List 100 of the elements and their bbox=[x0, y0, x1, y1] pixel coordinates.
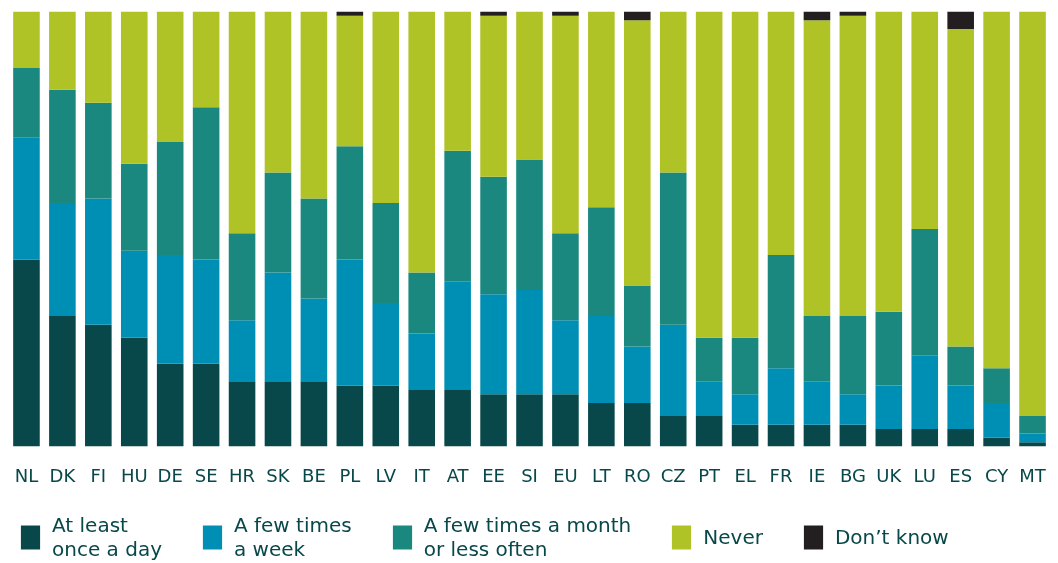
bar bbox=[803, 381, 831, 425]
bar bbox=[695, 416, 723, 447]
bar bbox=[228, 11, 256, 234]
bar bbox=[839, 424, 867, 447]
bar bbox=[659, 172, 687, 325]
bar bbox=[228, 320, 256, 382]
bar bbox=[264, 11, 292, 173]
bar bbox=[300, 11, 328, 199]
bar bbox=[911, 355, 939, 430]
bar bbox=[911, 11, 939, 229]
bar bbox=[803, 11, 831, 21]
x-tick-label: RO bbox=[623, 464, 651, 486]
bar bbox=[120, 163, 148, 251]
x-tick-label: NL bbox=[14, 464, 39, 486]
bar bbox=[408, 389, 435, 447]
x-tick-label: LV bbox=[375, 464, 397, 486]
bar bbox=[983, 368, 1010, 403]
bar bbox=[983, 437, 1010, 447]
bar bbox=[49, 316, 76, 447]
x-tick-label: DK bbox=[49, 464, 77, 486]
bar bbox=[444, 150, 471, 282]
bar bbox=[839, 15, 867, 316]
bar bbox=[947, 429, 974, 447]
x-tick-label: EU bbox=[553, 464, 578, 486]
x-tick-label: ES bbox=[949, 464, 973, 486]
x-tick-label: IE bbox=[808, 464, 826, 486]
bar bbox=[947, 11, 974, 29]
bar bbox=[480, 176, 507, 295]
bar bbox=[767, 368, 795, 425]
bar bbox=[1019, 11, 1046, 417]
bar bbox=[516, 394, 543, 447]
x-tick-label: IT bbox=[413, 464, 431, 486]
bar bbox=[49, 202, 76, 316]
bar bbox=[156, 11, 184, 142]
bar bbox=[85, 324, 112, 447]
bar bbox=[803, 316, 831, 382]
bar bbox=[767, 11, 795, 256]
bar bbox=[85, 102, 112, 199]
bar bbox=[192, 11, 220, 108]
bar bbox=[983, 403, 1010, 438]
bar bbox=[156, 142, 184, 256]
x-tick-label: SI bbox=[521, 464, 538, 486]
bar bbox=[516, 159, 543, 290]
bar bbox=[444, 281, 471, 390]
x-tick-label: FR bbox=[769, 464, 793, 486]
bar bbox=[13, 11, 40, 69]
legend-label: Never bbox=[703, 525, 763, 549]
bar bbox=[372, 385, 400, 447]
bar bbox=[336, 259, 364, 386]
bar bbox=[947, 385, 974, 430]
bar bbox=[552, 11, 579, 16]
bar bbox=[839, 394, 867, 425]
bar bbox=[624, 11, 651, 21]
legend-label: At least once a day bbox=[52, 513, 162, 561]
bar bbox=[588, 11, 615, 208]
bar bbox=[444, 389, 471, 447]
bar bbox=[588, 403, 615, 447]
bar bbox=[264, 272, 292, 382]
bar bbox=[911, 429, 939, 447]
legend-label: A few times a month or less often bbox=[423, 513, 632, 561]
bar bbox=[731, 11, 759, 338]
bar bbox=[947, 346, 974, 386]
bar bbox=[264, 381, 292, 447]
bar bbox=[480, 15, 507, 177]
bar bbox=[624, 346, 651, 403]
bar bbox=[875, 11, 903, 312]
bar bbox=[300, 381, 328, 447]
bar bbox=[300, 298, 328, 382]
x-tick-label: SE bbox=[194, 464, 218, 486]
bar bbox=[120, 250, 148, 338]
bar bbox=[120, 11, 148, 164]
bar bbox=[336, 385, 364, 447]
bar bbox=[156, 255, 184, 364]
bar bbox=[659, 416, 687, 447]
bar bbox=[695, 11, 723, 338]
bar bbox=[875, 311, 903, 386]
x-tick-label: SK bbox=[266, 464, 291, 486]
bar bbox=[947, 28, 974, 347]
bar bbox=[516, 289, 543, 395]
bar bbox=[372, 202, 400, 303]
legend-label: Don’t know bbox=[834, 525, 949, 549]
bar bbox=[731, 394, 759, 425]
bar bbox=[767, 424, 795, 447]
bar bbox=[839, 11, 867, 16]
bar bbox=[731, 337, 759, 395]
bar bbox=[192, 363, 220, 447]
bar bbox=[875, 429, 903, 447]
x-tick-label: AT bbox=[446, 464, 470, 486]
bar bbox=[875, 385, 903, 430]
x-tick-label: LT bbox=[592, 464, 612, 486]
x-tick-label: DE bbox=[157, 464, 183, 486]
bar bbox=[480, 11, 507, 16]
bar bbox=[911, 229, 939, 356]
x-tick-label: BE bbox=[302, 464, 326, 486]
bar bbox=[264, 172, 292, 273]
x-tick-label: EE bbox=[482, 464, 505, 486]
bar bbox=[336, 15, 364, 147]
bar bbox=[588, 207, 615, 316]
bar bbox=[444, 11, 471, 151]
bar bbox=[408, 11, 435, 273]
